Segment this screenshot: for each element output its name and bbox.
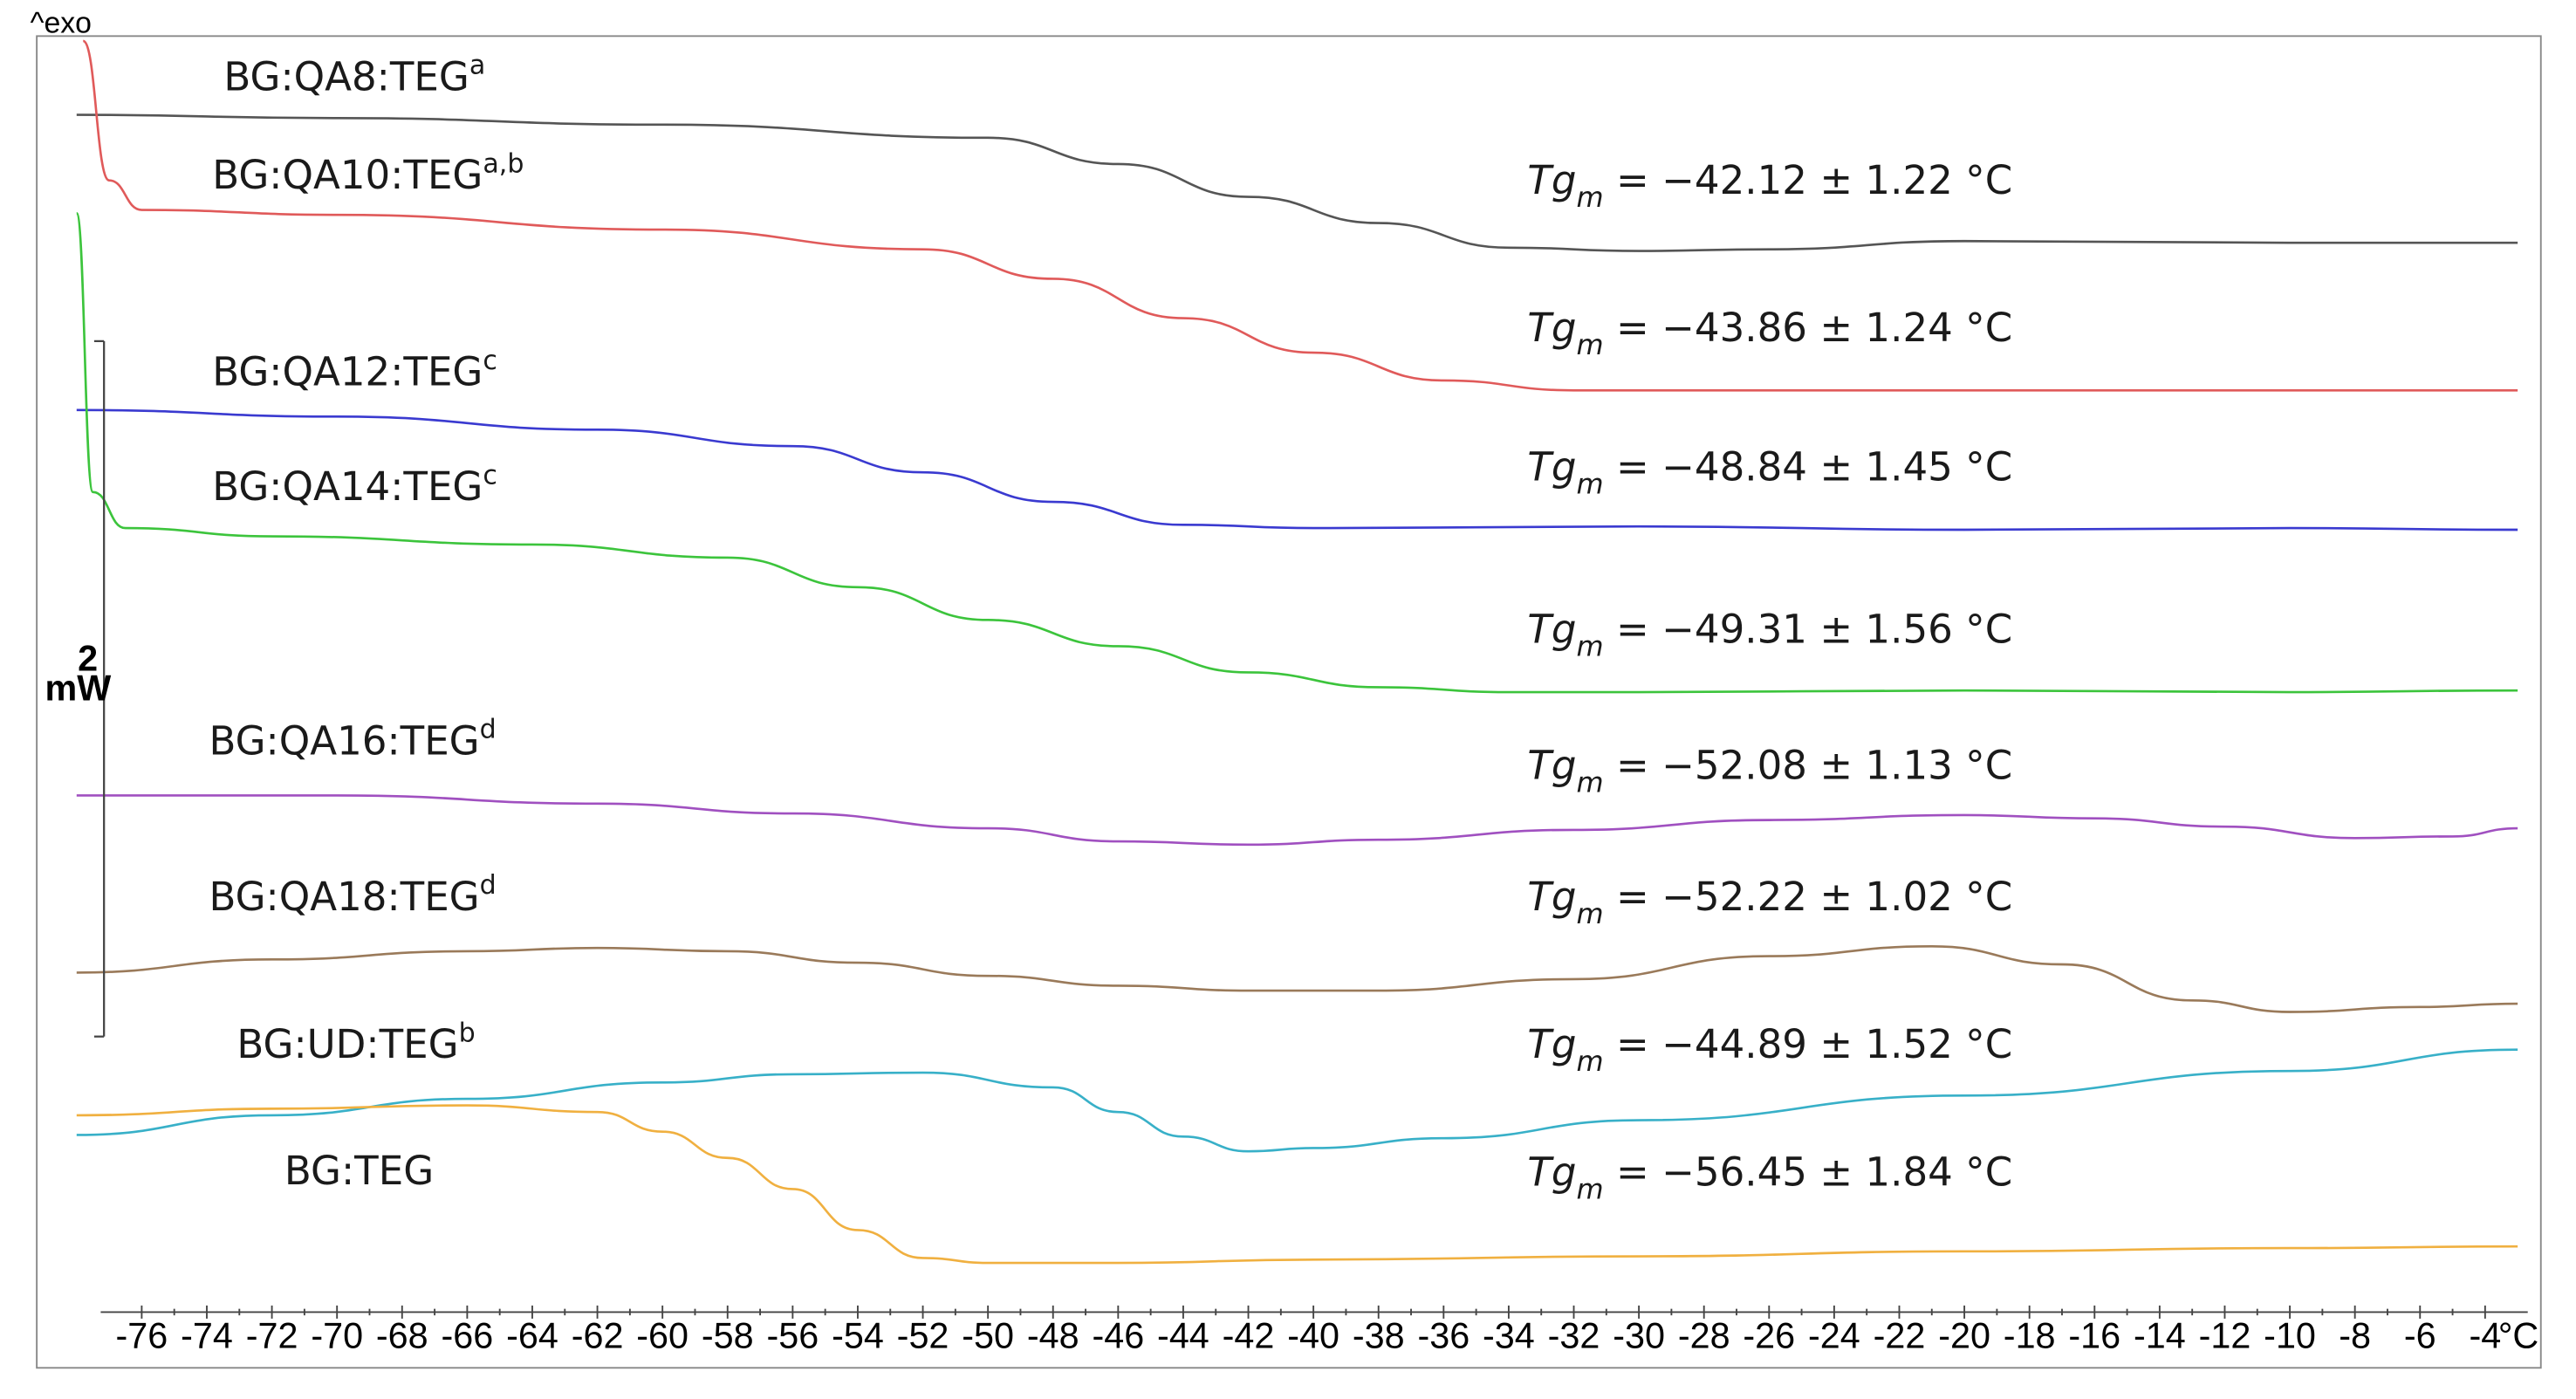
x-tick-label: -76 [116, 1316, 168, 1356]
dsc-curve [81, 39, 2518, 392]
dsc-curve [76, 408, 2518, 531]
x-tick-label: -70 [311, 1316, 363, 1356]
dsc-curve [76, 945, 2518, 1013]
dsc-curve [76, 794, 2518, 847]
sample-label: BG:QA16:TEGd [209, 715, 496, 765]
x-tick-label: -12 [2199, 1316, 2251, 1356]
x-tick-label: -8 [2339, 1316, 2371, 1356]
exo-corner-label: ^exo [31, 7, 92, 40]
x-tick-label: -34 [1483, 1316, 1535, 1356]
sample-label: BG:TEG [284, 1148, 434, 1194]
x-tick-label: -10 [2264, 1316, 2316, 1356]
x-axis: -76 -74 -72 -70 -68 -66 -64 -62 -60 -58 -56 -54 -52-… [100, 1305, 2538, 1356]
scale-bar-unit: mW [45, 668, 112, 708]
dsc-curve [76, 113, 2518, 252]
dsc-curve [76, 1104, 2518, 1265]
x-axis-unit: °C [2498, 1316, 2538, 1356]
x-tick-label: -42 [1223, 1316, 1275, 1356]
tg-value-label: Tgm = −43.86 ± 1.24 °C [1527, 305, 2012, 361]
tg-value-label: Tgm = −52.22 ± 1.02 °C [1527, 874, 2012, 930]
x-tick-label: -4 [2469, 1316, 2501, 1356]
x-axis-ticks: -76 -74 -72 -70 -68 -66 -64 -62 -60 -58 -56 -54 -52-… [116, 1305, 2501, 1356]
x-tick-label: -64 [506, 1316, 558, 1356]
x-tick-label: -24 [1808, 1316, 1860, 1356]
sample-label: BG:QA10:TEGa,b [212, 148, 524, 198]
scale-bar-value: 2 [78, 639, 98, 679]
plot-frame [36, 35, 2542, 1369]
x-tick-label: -16 [2068, 1316, 2120, 1356]
x-tick-label: -38 [1353, 1316, 1405, 1356]
x-tick-label: -58 [702, 1316, 754, 1356]
x-tick-label: -18 [2004, 1316, 2056, 1356]
x-tick-label: -26 [1743, 1316, 1795, 1356]
x-tick-label: -68 [376, 1316, 428, 1356]
sample-label: BG:QA12:TEGc [212, 346, 497, 395]
tg-value-label: Tgm = −56.45 ± 1.84 °C [1527, 1149, 2012, 1206]
x-tick-label: -32 [1548, 1316, 1600, 1356]
x-tick-label: -22 [1874, 1316, 1926, 1356]
x-tick-label: -56 [766, 1316, 819, 1356]
x-tick-label: -74 [181, 1316, 233, 1356]
x-tick-label: -72 [246, 1316, 298, 1356]
label-layer: BG:QA8:TEGa Tgm = −42.12 ± 1.22 °C BG:QA10… [209, 51, 2012, 1206]
tg-value-label: Tgm = −42.12 ± 1.22 °C [1527, 157, 2012, 214]
x-tick-label: -54 [832, 1316, 884, 1356]
x-tick-label: -36 [1417, 1316, 1470, 1356]
x-tick-label: -50 [962, 1316, 1014, 1356]
sample-label: BG:QA18:TEGd [209, 870, 496, 920]
x-tick-label: -30 [1613, 1316, 1665, 1356]
dsc-curve [75, 211, 2518, 694]
x-tick-label: -66 [442, 1316, 494, 1356]
sample-label: BG:QA14:TEGc [212, 460, 497, 510]
tg-value-label: Tgm = −52.08 ± 1.13 °C [1527, 743, 2012, 799]
x-tick-label: -28 [1678, 1316, 1730, 1356]
series-layer [75, 39, 2518, 1265]
x-tick-label: -52 [897, 1316, 949, 1356]
x-tick-label: -6 [2404, 1316, 2436, 1356]
dsc-curve [76, 1048, 2518, 1153]
sample-label: BG:UD:TEGb [236, 1018, 475, 1067]
x-tick-label: -46 [1092, 1316, 1144, 1356]
tg-value-label: Tgm = −49.31 ± 1.56 °C [1527, 607, 2012, 663]
x-tick-label: -48 [1027, 1316, 1079, 1356]
x-tick-label: -14 [2134, 1316, 2186, 1356]
scale-bar: 2 mW [45, 339, 112, 1038]
x-tick-label: -62 [572, 1316, 624, 1356]
x-tick-label: -40 [1287, 1316, 1339, 1356]
tg-value-label: Tgm = −44.89 ± 1.52 °C [1527, 1021, 2012, 1078]
sample-label: BG:QA8:TEGa [223, 51, 485, 100]
x-tick-label: -60 [636, 1316, 689, 1356]
x-tick-label: -20 [1938, 1316, 1990, 1356]
x-tick-label: -44 [1157, 1316, 1209, 1356]
tg-value-label: Tgm = −48.84 ± 1.45 °C [1527, 444, 2012, 501]
